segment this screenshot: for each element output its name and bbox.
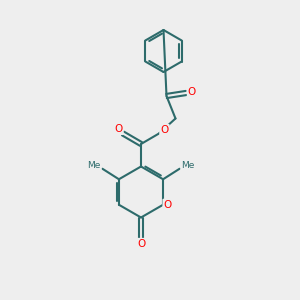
Text: O: O <box>160 125 169 135</box>
Text: O: O <box>188 86 196 97</box>
Text: Me: Me <box>87 161 101 170</box>
Text: O: O <box>164 200 172 210</box>
Text: Me: Me <box>181 161 195 170</box>
Text: O: O <box>114 124 123 134</box>
Text: O: O <box>137 239 145 249</box>
